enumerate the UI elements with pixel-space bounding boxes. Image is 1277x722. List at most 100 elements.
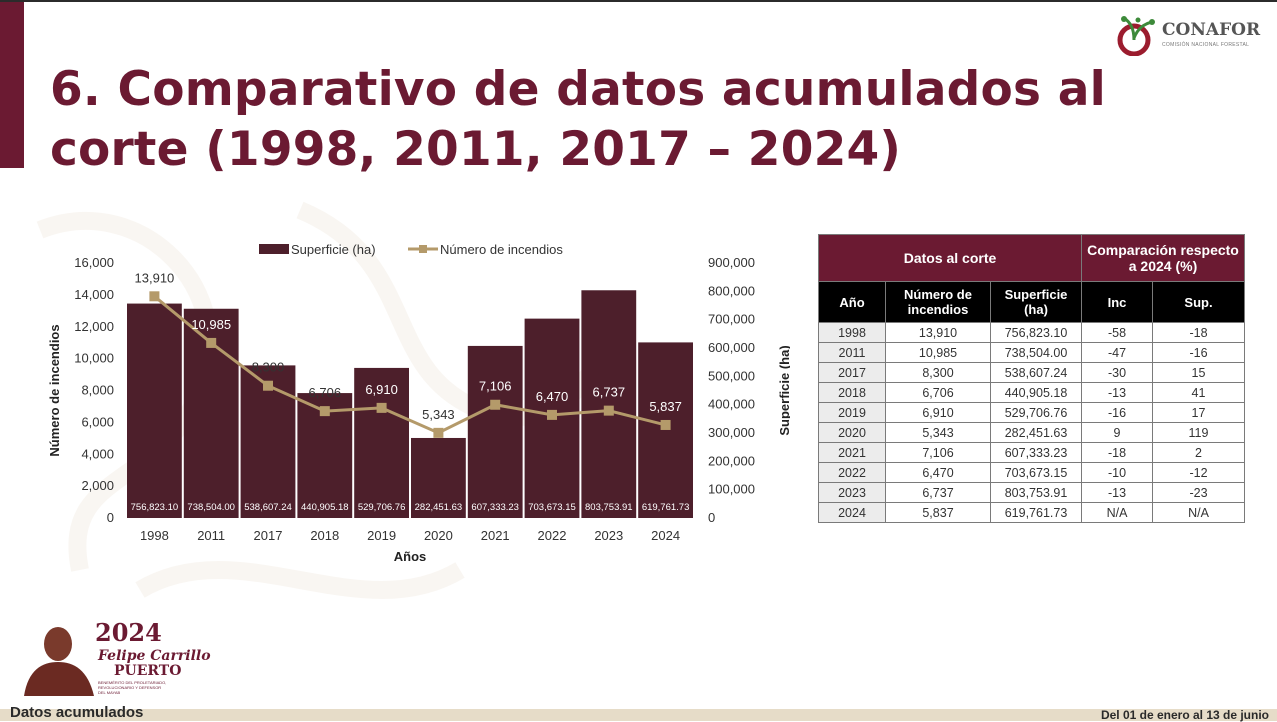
x-tick-label: 2022 <box>538 528 567 543</box>
table-body: 1998 13,910 756,823.10 -58 -18 2011 10,985 738,… <box>818 322 1245 523</box>
cell-inc: -58 <box>1081 322 1153 343</box>
legend-label-incendios: Número de incendios <box>440 242 563 257</box>
cell-incendios: 5,837 <box>885 502 991 523</box>
line-value-label: 6,910 <box>365 382 398 397</box>
x-tick-label: 1998 <box>140 528 169 543</box>
logo-name: CONAFOR <box>1162 20 1261 40</box>
line-point-incendios <box>319 406 330 417</box>
line-value-label: 5,343 <box>422 407 455 422</box>
x-tick-label: 2019 <box>367 528 396 543</box>
cell-year: 2023 <box>818 482 886 503</box>
footer-right-text: Del 01 de enero al 13 de junio <box>1100 708 1269 722</box>
cell-superficie: 440,905.18 <box>990 382 1082 403</box>
table-row: 2017 8,300 538,607.24 -30 15 <box>818 362 1245 383</box>
line-point-incendios <box>603 405 614 416</box>
badge-name: Felipe Carrillo <box>98 648 211 664</box>
y2-tick-label: 0 <box>708 510 715 525</box>
cell-inc: -13 <box>1081 482 1153 503</box>
bar-superficie <box>240 365 296 518</box>
table-group-right: Comparación respecto a 2024 (%) <box>1081 234 1245 282</box>
line-point-incendios <box>376 402 387 413</box>
col-header-inc: Inc <box>1081 281 1153 323</box>
col-header-sup: Sup. <box>1152 281 1245 323</box>
y2-axis-title: Superficie (ha) <box>777 345 790 435</box>
chart-legend: Superficie (ha) Número de incendios <box>259 242 563 257</box>
bar-value-label: 619,761.73 <box>642 502 690 513</box>
line-point-incendios <box>433 427 444 438</box>
y-tick-label: 2,000 <box>81 478 114 493</box>
y-tick-label: 8,000 <box>81 383 114 398</box>
bar-superficie <box>581 290 637 518</box>
badge-year: 2024 <box>95 618 162 647</box>
x-tick-label: 2024 <box>651 528 680 543</box>
y2-tick-label: 700,000 <box>708 312 755 327</box>
y-tick-label: 10,000 <box>74 351 114 366</box>
cell-superficie: 538,607.24 <box>990 362 1082 383</box>
cell-sup: 119 <box>1152 422 1245 443</box>
bar-value-label: 756,823.10 <box>131 502 179 513</box>
line-value-label: 6,470 <box>536 389 569 404</box>
bar-value-label: 440,905.18 <box>301 502 349 513</box>
cell-incendios: 10,985 <box>885 342 991 363</box>
line-point-incendios <box>149 291 160 302</box>
cell-sup: 2 <box>1152 442 1245 463</box>
cell-year: 2018 <box>818 382 886 403</box>
portrait-icon <box>24 627 94 696</box>
y-tick-label: 16,000 <box>74 255 114 270</box>
bar-value-label: 282,451.63 <box>415 502 463 513</box>
y-tick-label: 0 <box>107 510 114 525</box>
y-tick-label: 6,000 <box>81 414 114 429</box>
bar-value-label: 703,673.15 <box>528 502 576 513</box>
cell-inc: N/A <box>1081 502 1153 523</box>
cell-year: 2011 <box>818 342 886 363</box>
line-point-incendios <box>206 337 217 348</box>
conafor-emblem-icon <box>1117 16 1155 57</box>
table-row: 2020 5,343 282,451.63 9 119 <box>818 422 1245 443</box>
line-incendios <box>153 295 666 435</box>
cell-sup: -23 <box>1152 482 1245 503</box>
bar-superficie <box>411 437 466 518</box>
cell-year: 2022 <box>818 462 886 483</box>
cell-year: 2021 <box>818 442 886 463</box>
bar-superficie <box>467 345 523 518</box>
cell-sup: N/A <box>1152 502 1245 523</box>
cell-incendios: 6,706 <box>885 382 991 403</box>
cell-inc: -30 <box>1081 362 1153 383</box>
footer-left-text: Datos acumulados <box>10 704 144 721</box>
cell-sup: -16 <box>1152 342 1245 363</box>
cell-superficie: 282,451.63 <box>990 422 1082 443</box>
cell-superficie: 738,504.00 <box>990 342 1082 363</box>
bar-superficie <box>354 367 409 518</box>
combo-chart: Superficie (ha) Número de incendios 756,… <box>47 242 790 564</box>
cell-superficie: 529,706.76 <box>990 402 1082 423</box>
cell-superficie: 619,761.73 <box>990 502 1082 523</box>
line-value-label: 6,737 <box>593 385 626 400</box>
table-row: 2021 7,106 607,333.23 -18 2 <box>818 442 1245 463</box>
table-row: 2024 5,837 619,761.73 N/A N/A <box>818 502 1245 523</box>
table-row: 2018 6,706 440,905.18 -13 41 <box>818 382 1245 403</box>
cell-sup: -12 <box>1152 462 1245 483</box>
cell-incendios: 7,106 <box>885 442 991 463</box>
legend-label-superficie: Superficie (ha) <box>291 242 376 257</box>
bar-value-label: 529,706.76 <box>358 502 406 513</box>
cell-inc: -10 <box>1081 462 1153 483</box>
x-tick-label: 2018 <box>310 528 339 543</box>
cell-incendios: 6,910 <box>885 402 991 423</box>
line-value-label: 10,985 <box>191 317 231 332</box>
page-title: 6. Comparativo de datos acumulados al co… <box>50 62 1106 177</box>
line-value-label: 7,106 <box>479 379 512 394</box>
footer-band <box>0 709 1277 721</box>
bar-value-label: 538,607.24 <box>244 502 292 513</box>
cell-year: 2017 <box>818 362 886 383</box>
cell-sup: 17 <box>1152 402 1245 423</box>
cell-incendios: 5,343 <box>885 422 991 443</box>
badge-caption: BENEMÉRITO DEL PROLETARIADO, REVOLUCIONA… <box>98 680 167 695</box>
x-tick-label: 2017 <box>254 528 283 543</box>
line-point-incendios <box>263 380 273 391</box>
data-table: Datos al corte Comparación respecto a 20… <box>818 234 1245 523</box>
cell-inc: 9 <box>1081 422 1153 443</box>
logo-subtitle: COMISIÓN NACIONAL FORESTAL <box>1162 42 1250 48</box>
table-row: 1998 13,910 756,823.10 -58 -18 <box>818 322 1245 343</box>
col-header-superficie: Superficie (ha) <box>990 281 1082 323</box>
table-row: 2023 6,737 803,753.91 -13 -23 <box>818 482 1245 503</box>
